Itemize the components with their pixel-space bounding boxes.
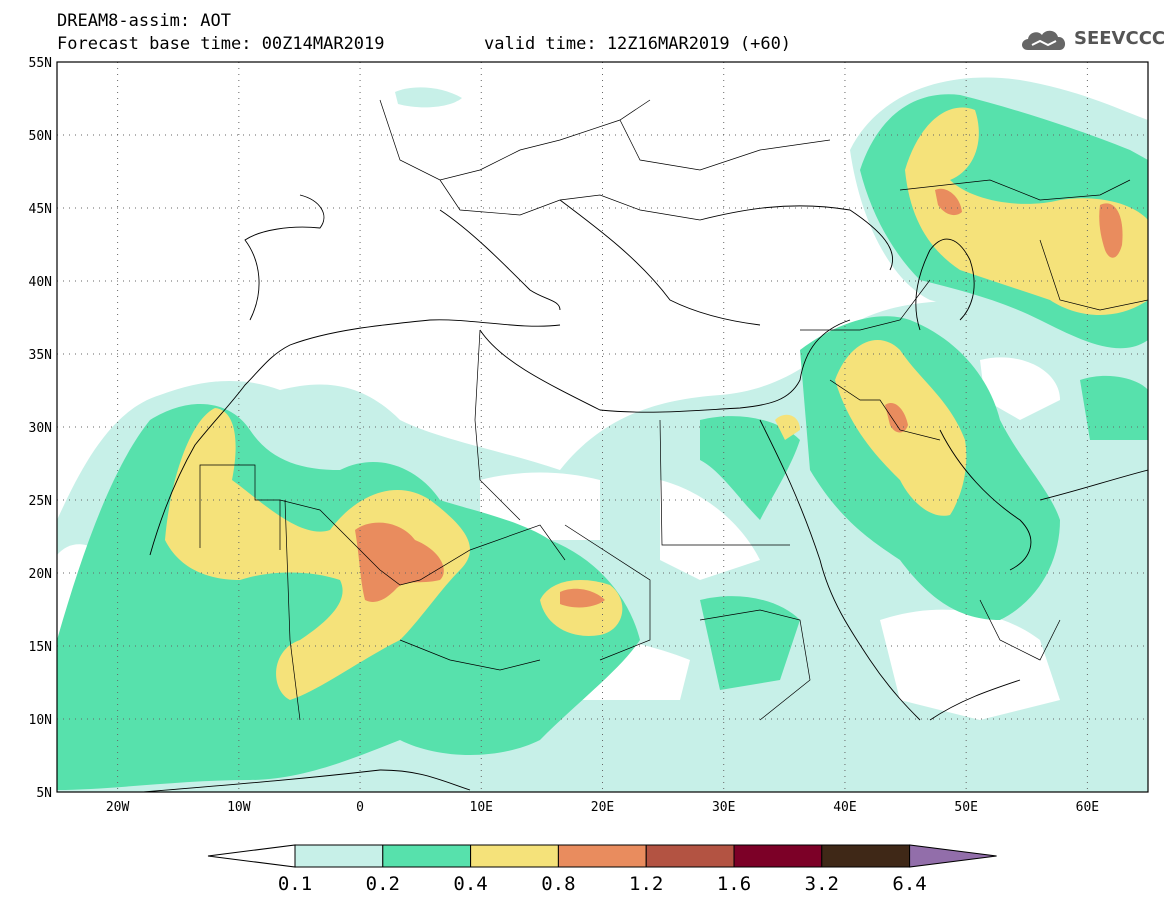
colorbar-tick-label: 0.8: [541, 873, 575, 895]
valid-time-label: valid time: 12Z16MAR2019 (+60): [484, 34, 792, 54]
lon-label: 20E: [591, 800, 614, 815]
lon-label: 20W: [106, 800, 130, 815]
seevccc-logo: SEEVCCC: [1018, 26, 1165, 54]
lon-label: 0: [356, 800, 364, 815]
longitude-labels: 20W 10W 0 10E 20E 30E 40E 50E 60E: [106, 800, 1099, 815]
lon-label: 40E: [833, 800, 856, 815]
colorbar-box: [821, 844, 911, 868]
cloud-icon: [1022, 30, 1066, 50]
aot-contours: [57, 62, 1148, 792]
map-frame: [56, 61, 1149, 793]
lat-label: 20N: [29, 567, 52, 582]
lat-label: 55N: [29, 56, 52, 71]
product-title: DREAM8-assim: AOT: [57, 11, 231, 31]
logo-text: SEEVCCC: [1074, 28, 1165, 49]
lat-label: 30N: [29, 421, 52, 436]
aot-map: 55N 50N 45N 40N 35N 30N 25N 20N 15N 10N 5N 20W 10W 0…: [29, 56, 1149, 815]
colorbar-box: [645, 844, 735, 868]
coastlines: [137, 194, 1148, 792]
lat-label: 25N: [29, 494, 52, 509]
lat-label: 50N: [29, 129, 52, 144]
lat-label: 40N: [29, 275, 52, 290]
colorbar-box: [382, 844, 472, 868]
colorbar-box: [733, 844, 823, 868]
colorbar-box: [557, 844, 647, 868]
colorbar: 0.1 0.2 0.4 0.8 1.2 1.6 3.2 6.4: [207, 844, 997, 895]
lat-label: 35N: [29, 348, 52, 363]
lon-label: 30E: [712, 800, 735, 815]
colorbar-arrow-high: [909, 844, 997, 868]
colorbar-tick-label: 1.2: [629, 873, 663, 895]
lat-label: 5N: [36, 786, 52, 801]
lon-label: 10E: [470, 800, 493, 815]
colorbar-tick-label: 0.1: [278, 873, 312, 895]
lon-label: 10W: [227, 800, 251, 815]
lat-label: 10N: [29, 713, 52, 728]
colorbar-box: [470, 844, 559, 868]
latitude-labels: 55N 50N 45N 40N 35N 30N 25N 20N 15N 10N 5N: [29, 56, 52, 801]
country-borders: [199, 99, 1148, 721]
aot-level-0.8: [355, 188, 1123, 608]
colorbar-tick-label: 0.2: [366, 873, 400, 895]
lat-label: 15N: [29, 640, 52, 655]
lon-label: 50E: [954, 800, 977, 815]
colorbar-tick-label: 3.2: [805, 873, 839, 895]
base-time-label: Forecast base time: 00Z14MAR2019: [57, 34, 385, 54]
colorbar-tick-label: 0.4: [453, 873, 487, 895]
colorbar-arrow-low: [207, 844, 296, 868]
colorbar-tick-label: 1.6: [717, 873, 751, 895]
colorbar-tick-label: 6.4: [892, 873, 926, 895]
lat-label: 45N: [29, 202, 52, 217]
colorbar-box: [294, 844, 384, 868]
lon-label: 60E: [1076, 800, 1099, 815]
